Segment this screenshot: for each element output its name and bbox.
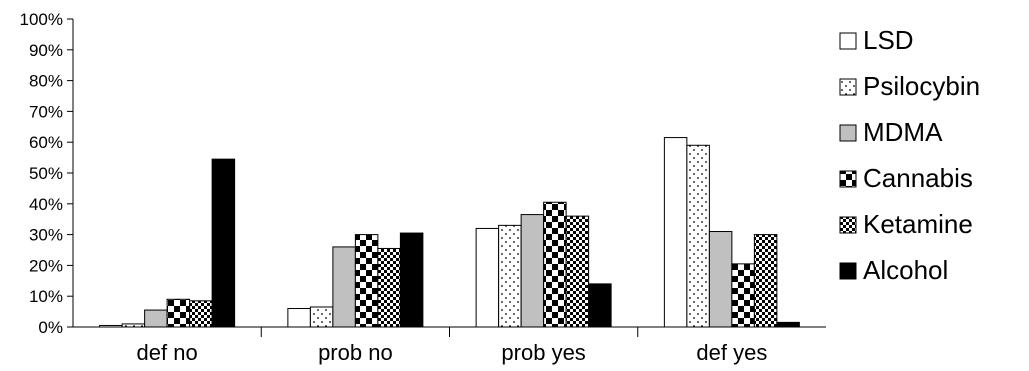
bar-ketamine-def-yes: [753, 234, 778, 328]
bar-cannabis-def-no: [166, 298, 191, 328]
y-tick-label: 40%: [29, 195, 63, 214]
legend-label-psilocybin: Psilocybin: [863, 71, 980, 101]
bar-ketamine-prob-yes: [565, 215, 590, 328]
bar-cannabis-prob-no: [354, 234, 379, 328]
legend-label-mdma: MDMA: [863, 117, 943, 147]
bar-alcohol-prob-yes: [588, 283, 612, 328]
y-tick-label: 70%: [29, 102, 63, 121]
bar-psilocybin-def-no: [121, 323, 146, 328]
bar-ketamine-def-no: [189, 300, 213, 328]
bar-ketamine-prob-no: [377, 247, 401, 328]
legend-label-cannabis: Cannabis: [863, 163, 973, 193]
bar-mdma-def-no: [144, 309, 168, 328]
legend-swatch-cannabis: [839, 170, 857, 188]
y-tick-label: 80%: [29, 72, 63, 91]
bar-lsd-prob-yes: [475, 227, 500, 328]
legend-swatch-ketamine: [839, 216, 857, 234]
y-tick-label: 0%: [38, 318, 63, 337]
bars: [99, 137, 800, 328]
bar-lsd-prob-no: [287, 308, 311, 328]
bar-alcohol-def-yes: [776, 321, 800, 328]
y-tick-label: 10%: [29, 287, 63, 306]
legend-label-ketamine: Ketamine: [863, 209, 973, 239]
bar-mdma-prob-yes: [520, 214, 545, 328]
y-tick-label: 50%: [29, 164, 63, 183]
bar-psilocybin-prob-yes: [498, 224, 522, 328]
legend-swatch-alcohol: [839, 262, 857, 280]
bar-alcohol-prob-no: [399, 232, 424, 328]
bar-lsd-def-yes: [663, 137, 688, 328]
y-tick-label: 90%: [29, 41, 63, 60]
y-tick-label: 30%: [29, 226, 63, 245]
bar-psilocybin-prob-no: [309, 306, 334, 328]
legend: LSD Psilocybin MDMA Cannabis Ketamine Alcohol: [839, 25, 980, 285]
y-tick-label: 20%: [29, 256, 63, 275]
x-category-label: def yes: [696, 340, 767, 365]
x-category-label: prob yes: [501, 340, 585, 365]
x-category-label: prob no: [318, 340, 393, 365]
bar-lsd-def-no: [99, 324, 123, 328]
legend-swatch-mdma: [839, 124, 857, 142]
y-tick-label: 60%: [29, 133, 63, 152]
legend-swatch-psilocybin: [839, 78, 857, 96]
legend-swatch-lsd: [839, 32, 857, 50]
y-tick-label: 100%: [20, 10, 63, 29]
bar-mdma-prob-no: [332, 246, 356, 328]
bar-alcohol-def-no: [211, 158, 236, 328]
x-category-label: def no: [137, 340, 198, 365]
bar-mdma-def-yes: [708, 231, 733, 328]
bar-cannabis-prob-yes: [543, 201, 567, 328]
legend-label-lsd: LSD: [863, 25, 914, 55]
axes: 0% 10% 20% 30% 40% 50% 60% 70% 80% 90% 100% def no p…: [20, 10, 826, 365]
bar-cannabis-def-yes: [731, 263, 755, 328]
legend-label-alcohol: Alcohol: [863, 255, 948, 285]
bar-psilocybin-def-yes: [686, 144, 710, 328]
